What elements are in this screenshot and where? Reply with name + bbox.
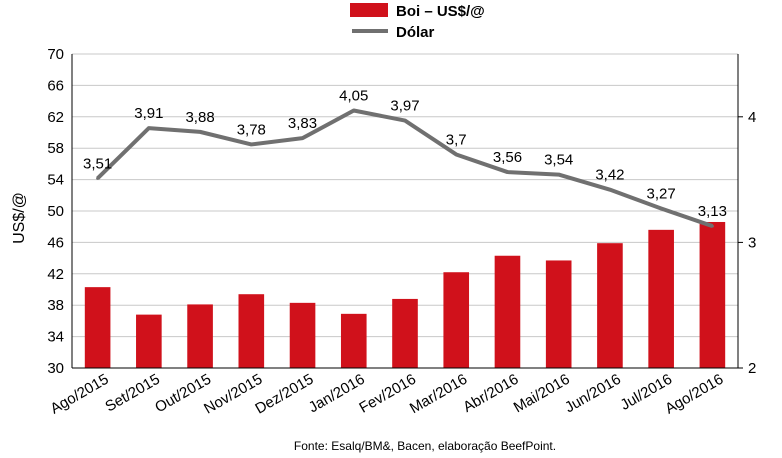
y-tick-label: 50 [47,203,64,220]
y2-tick-label: 4 [748,109,756,126]
line-point [96,176,100,180]
bar [597,243,623,368]
line-point [454,152,458,156]
y-tick-label: 46 [47,234,64,251]
bar [136,314,162,368]
bar [494,255,521,368]
x-tick-label: Jan/2016 [306,371,368,417]
y2-tick-label: 2 [748,360,756,377]
line-data-label: 3,42 [595,167,624,184]
line-point [710,224,714,228]
gridlines [72,53,738,369]
x-tick-label: Ago/2015 [47,371,111,418]
line-data-label: 3,83 [288,115,317,132]
line-series-dolar [96,108,714,228]
y-tick-label: 70 [47,46,64,63]
line-data-label: 3,91 [134,105,163,122]
line-point [608,188,612,192]
bar [545,260,572,368]
bar [392,298,418,368]
bar [238,294,265,368]
line-point [301,136,305,140]
line-data-label: 3,7 [446,131,467,148]
line-data-labels: 3,51 3,91 3,88 3,78 3,83 4,05 3,97 3,7 3,56 3,54 3… [83,88,727,221]
line-point [557,173,561,177]
bar [187,304,213,368]
y2-axis-ticks: 2 3 4 [748,109,756,377]
y2-tick-label: 3 [748,234,756,251]
y-tick-label: 58 [47,140,64,157]
legend-label-boi: Boi – US$/@ [396,3,485,20]
x-tick-label: Fev/2016 [356,371,419,417]
bar [443,272,470,368]
line-point [352,109,356,113]
x-axis-ticks: Ago/2015Set/2015Out/2015Nov/2015Dez/2015… [47,371,726,418]
y-tick-label: 42 [47,266,64,283]
line-point [249,142,253,146]
legend-swatch-boi [350,3,388,17]
legend-label-dolar: Dólar [396,24,435,41]
line-data-label: 3,54 [544,152,573,169]
line-point [659,206,663,210]
line-data-label: 3,56 [493,149,522,166]
line-data-label: 3,88 [185,109,214,126]
x-tick-label: Set/2015 [102,371,163,416]
line-data-label: 3,97 [390,98,419,115]
x-tick-label: Mai/2016 [511,371,573,417]
x-tick-label: Dez/2015 [252,371,316,418]
legend: Boi – US$/@ Dólar [350,3,485,41]
line-data-label: 3,78 [237,121,266,138]
y-axis-ticks: 30 34 38 42 46 50 54 58 62 66 70 [47,46,64,377]
y-tick-label: 62 [47,109,64,126]
line-point [147,126,151,130]
line-point [505,170,509,174]
y-axis-title: US$/@ [11,192,28,244]
y-tick-label: 38 [47,297,64,314]
line-data-label: 3,51 [83,155,112,172]
x-tick-label: Mar/2016 [407,371,470,417]
x-tick-label: Nov/2015 [201,371,265,418]
line-data-label: 3,27 [647,185,676,202]
x-tick-label: Jun/2016 [562,371,624,417]
bar [84,287,111,368]
y-tick-label: 30 [47,360,64,377]
source-note: Fonte: Esalq/BM&, Bacen, elaboração Beef… [294,439,556,453]
bar-series-boi [84,221,726,368]
bar [648,229,674,368]
x-tick-label: Ago/2016 [662,371,726,418]
bar [699,221,726,368]
x-tick-label: Abr/2016 [460,371,521,416]
line-data-label: 3,13 [698,203,727,220]
line-point [198,130,202,134]
bar [289,302,316,368]
y-tick-label: 34 [47,329,64,346]
line-data-label: 4,05 [339,88,368,105]
bar [340,313,367,368]
y-tick-label: 54 [47,172,64,189]
y-tick-label: 66 [47,77,64,94]
axes [71,54,743,369]
line-point [403,119,407,123]
